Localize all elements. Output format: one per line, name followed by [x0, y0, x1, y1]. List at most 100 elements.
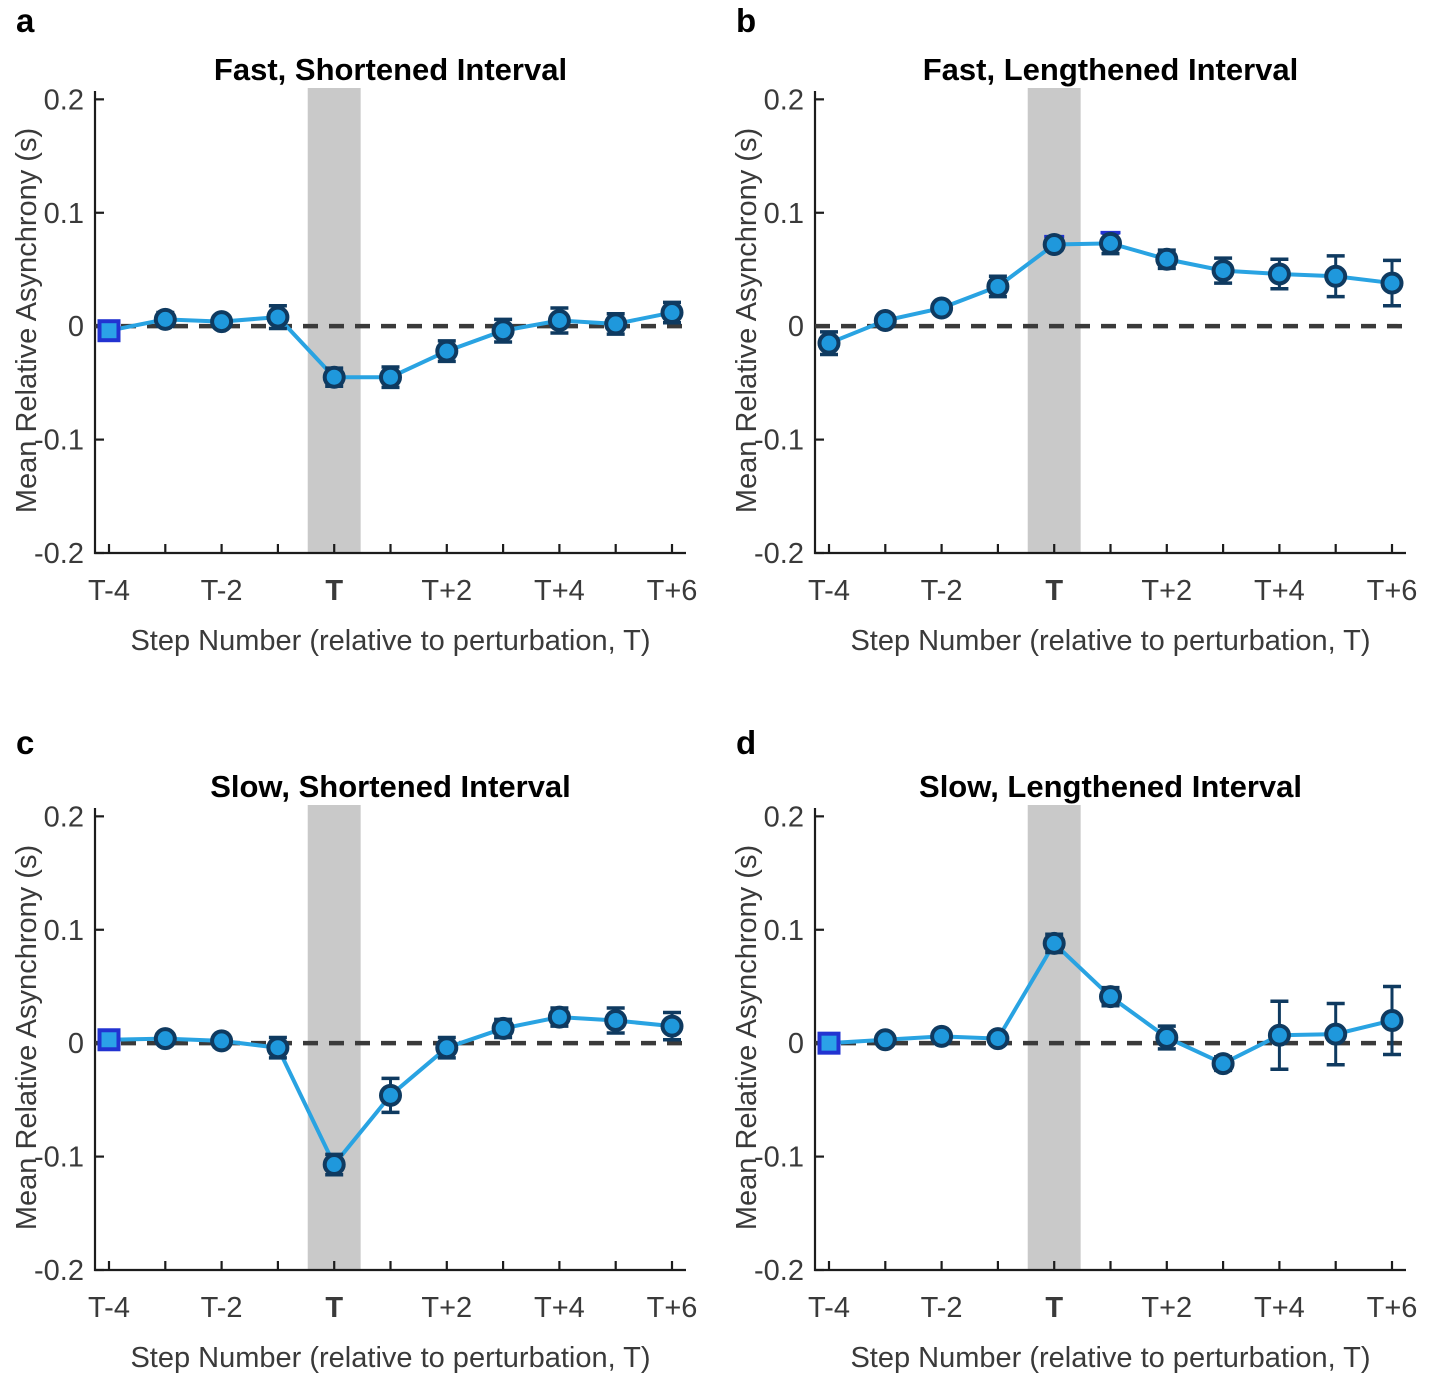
y-axis-label: Mean Relative Asynchrony (s) [731, 845, 763, 1230]
data-point-marker [1380, 271, 1404, 295]
square-marker [817, 1031, 841, 1055]
x-tick-label: T [325, 575, 343, 607]
x-tick-label: T+4 [534, 575, 585, 607]
y-tick-label: 0.2 [764, 801, 804, 833]
panel-title: Fast, Shortened Interval [214, 52, 567, 87]
y-tick-label: 0.2 [44, 84, 84, 116]
data-point-marker [547, 1005, 571, 1029]
x-tick-label: T+6 [647, 1292, 698, 1324]
y-tick-label: 0.2 [44, 801, 84, 833]
y-axis-label: Mean Relative Asynchrony (s) [11, 845, 43, 1230]
square-marker [97, 319, 121, 343]
data-point-marker [1099, 231, 1122, 255]
data-point-marker [1211, 259, 1235, 283]
data-point-marker [322, 365, 346, 389]
x-tick-label: T-2 [201, 575, 243, 607]
y-tick-label: 0.1 [44, 198, 84, 230]
axis-lines [813, 91, 1406, 555]
y-tick-label: 0.2 [764, 84, 804, 116]
data-point-marker [930, 1024, 954, 1048]
x-axis-label: Step Number (relative to perturbation, T… [130, 625, 650, 657]
data-point-marker [153, 307, 177, 331]
data-point-marker [1211, 1052, 1235, 1076]
x-tick-label: T-2 [921, 1292, 963, 1324]
y-tick-label: -0.1 [754, 425, 804, 457]
data-point-marker [379, 365, 402, 389]
data-point-marker [491, 1016, 515, 1040]
data-point-marker [547, 309, 571, 332]
x-tick-label: T+6 [1367, 575, 1418, 607]
x-tick-label: T-4 [808, 575, 850, 607]
data-point-marker [435, 1036, 459, 1060]
x-axis-label: Step Number (relative to perturbation, T… [130, 1342, 650, 1374]
y-axis-label: Mean Relative Asynchrony (s) [731, 128, 763, 513]
data-point-marker [1099, 985, 1122, 1009]
y-tick-label: 0 [788, 1028, 804, 1060]
panel-letter-d: d [736, 724, 757, 761]
panel-title: Slow, Lengthened Interval [919, 769, 1302, 804]
y-tick-label: 0 [68, 311, 84, 343]
data-point-marker [210, 310, 234, 334]
x-tick-label: T-4 [88, 575, 130, 607]
y-tick-label: -0.2 [34, 538, 84, 570]
data-point-marker [266, 1036, 290, 1060]
y-tick-label: 0.1 [44, 915, 84, 947]
x-tick-label: T-4 [808, 1292, 850, 1324]
plot-group: 0.2 0.1 0 -0.1 -0.2T-4 T-2 T T+2 T+4 T+6 Slow, Len… [731, 769, 1417, 1374]
perturbation-band [1027, 805, 1081, 1270]
data-point-marker [1324, 1022, 1348, 1046]
y-tick-label: 0.1 [764, 915, 804, 947]
data-point-marker [1380, 1008, 1404, 1032]
data-point-marker [210, 1029, 234, 1053]
perturbation-band [307, 88, 361, 553]
data-point-marker [1042, 931, 1066, 955]
data-point-marker [1155, 1026, 1179, 1049]
x-axis-label: Step Number (relative to perturbation, T… [850, 625, 1370, 657]
y-tick-label: 0 [68, 1028, 84, 1060]
x-tick-label: T-2 [201, 1292, 243, 1324]
data-point-marker [604, 1008, 628, 1032]
data-point-marker [660, 301, 684, 325]
x-tick-label: T [1045, 575, 1063, 607]
panel-a: a 0.2 0.1 0 -0.1 -0.2 T-4 T-2 T T+2 T+4 T+6 Fast, S… [0, 0, 720, 694]
plot-group: 0.2 0.1 0 -0.1 -0.2T-4 T-2 T T+2 T+4 T+6 Fast, Len… [731, 52, 1417, 657]
data-point-marker [153, 1027, 177, 1051]
panel-d-chart: 0.2 0.1 0 -0.1 -0.2T-4 T-2 T T+2 T+4 T+6 Slow, Len… [731, 769, 1417, 1374]
x-tick-label: T+6 [1367, 1292, 1418, 1324]
panel-c-chart: 0.2 0.1 0 -0.1 -0.2T-4 T-2 T T+2 T+4 T+6 Slow, Sho… [11, 769, 697, 1374]
y-axis-label: Mean Relative Asynchrony (s) [11, 128, 43, 513]
data-point-marker [873, 309, 897, 332]
x-tick-label: T [325, 1292, 343, 1324]
x-tick-label: T+2 [1141, 575, 1192, 607]
y-tick-label: -0.1 [34, 1142, 84, 1174]
y-tick-label: -0.2 [754, 538, 804, 570]
panel-letter-c: c [16, 724, 35, 761]
panel-b: b 0.2 0.1 0 -0.1 -0.2 T-4 T-2 T T+2 T+4 T+6 Fast, L… [720, 0, 1440, 694]
y-tick-label: -0.2 [34, 1255, 84, 1287]
x-tick-label: T+4 [534, 1292, 585, 1324]
data-point-marker [322, 1153, 346, 1177]
panel-a-chart: 0.2 0.1 0 -0.1 -0.2T-4 T-2 T T+2 T+4 T+6 Fast, Sho… [11, 52, 698, 657]
x-tick-label: T+2 [421, 1292, 472, 1324]
panel-b-chart: 0.2 0.1 0 -0.1 -0.2T-4 T-2 T T+2 T+4 T+6 Fast, Len… [731, 52, 1417, 657]
data-point-marker [604, 312, 628, 336]
plot-group: 0.2 0.1 0 -0.1 -0.2T-4 T-2 T T+2 T+4 T+6 Slow, Sho… [11, 769, 697, 1374]
x-tick-label: T-4 [88, 1292, 130, 1324]
square-marker [97, 1028, 121, 1052]
data-point-marker [986, 1027, 1010, 1051]
data-point-marker [660, 1014, 684, 1038]
y-tick-label: 0.1 [764, 198, 804, 230]
perturbation-band [1027, 88, 1081, 553]
data-point-marker [873, 1028, 897, 1052]
panel-title: Fast, Lengthened Interval [923, 52, 1299, 87]
panel-d: d 0.2 0.1 0 -0.1 -0.2 T-4 T-2 T T+2 T+4 T+6 Slow, L… [720, 694, 1440, 1387]
perturbation-band [307, 805, 361, 1270]
x-tick-label: T+2 [1141, 1292, 1192, 1324]
y-tick-label: -0.2 [754, 1255, 804, 1287]
data-point-marker [1155, 247, 1179, 271]
x-tick-label: T+6 [647, 575, 698, 607]
data-point-marker [491, 319, 515, 343]
panel-title: Slow, Shortened Interval [210, 769, 571, 804]
x-tick-label: T+4 [1254, 575, 1305, 607]
x-axis-label: Step Number (relative to perturbation, T… [850, 1342, 1370, 1374]
